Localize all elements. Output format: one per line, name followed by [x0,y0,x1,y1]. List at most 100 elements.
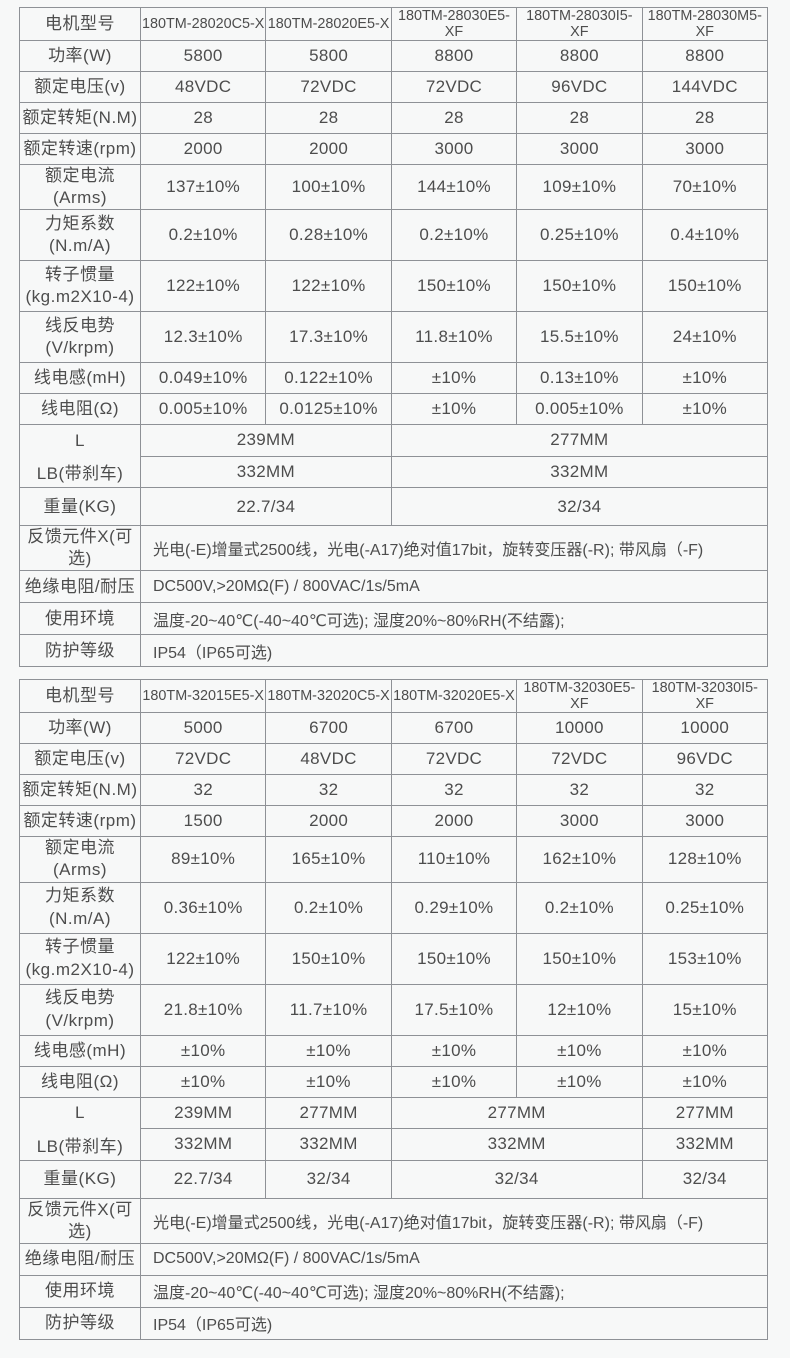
spec-value-cell: 2000 [139,133,267,165]
spec-value-cell: 0.13±10% [516,362,643,395]
spec-value-cell: 150±10% [265,932,392,985]
spec-table-180tm-280-container: 电机型号 180TM-28020C5-X 180TM-28020E5-X 180TM-… [19,7,771,668]
spec-value-cell: ±10% [390,1065,518,1098]
length-value-cell: 277MM [265,1096,392,1130]
spec-row-label: 额定电压(v) [19,743,141,776]
model-name-cell: 180TM-28030M5-XF [641,7,769,41]
spec-row: 额定电流(Arms) 137±10% 100±10% 144±10% 109±10% 70… [19,163,769,211]
spec-value-cell: 48VDC [139,71,267,103]
model-header-label: 电机型号 [19,679,141,714]
spec-value-cell: ±10% [641,1034,769,1067]
spec-value-cell: ±10% [641,1065,769,1098]
footer-value-cell: IP54（IP65可选) [140,1306,768,1340]
spec-value-cell: 144±10% [390,163,518,211]
spec-value-cell: 0.122±10% [265,362,392,395]
model-name-cell: 180TM-32020E5-X [390,679,518,714]
spec-value-cell: 8800 [390,40,518,72]
spec-row-label: 额定电流(Arms) [19,836,141,883]
footer-row-label: 使用环境 [19,1274,141,1308]
length-with-brake-value-cell: 332MM [390,1128,643,1161]
spec-row: 额定转矩(N.M) 32 32 32 32 32 [19,774,769,807]
spec-value-cell: 100±10% [265,163,392,211]
footer-row-label: 绝缘电阻/耐压 [19,1242,141,1276]
model-header-label: 电机型号 [19,7,141,41]
spec-value-cell: 153±10% [641,932,769,985]
spec-row: 转子惯量 (kg.m2X10-4) 122±10% 150±10% 150±10% 15… [19,932,769,985]
motor-spec-sheet: 电机型号 180TM-28020C5-X 180TM-28020E5-X 180TM-… [19,7,771,1340]
model-name-cell: 180TM-28020C5-X [139,7,267,41]
spec-value-cell: 28 [390,102,518,134]
footer-value-cell: IP54（IP65可选) [140,634,768,668]
length-value-cell: 277MM [641,1096,769,1130]
footer-row: 绝缘电阻/耐压 DC500V,>20MΩ(F) / 800VAC/1s/5mA [19,570,768,604]
spec-value-cell: 0.2±10% [139,209,267,262]
spec-row-label: 线电感(mH) [19,362,141,395]
spec-row: 额定电压(v) 48VDC 72VDC 72VDC 96VDC 144VDC [19,71,769,103]
spec-row-label: 额定电流(Arms) [19,163,141,211]
spec-value-cell: 0.2±10% [390,209,518,262]
spec-value-cell: 0.005±10% [139,393,267,426]
dimension-label-cell: L LB(带刹车) [19,424,141,489]
spec-row: 线电感(mH) 0.049±10% 0.122±10% ±10% 0.13±10% ±10… [19,362,769,395]
footer-value-cell: DC500V,>20MΩ(F) / 800VAC/1s/5mA [140,570,768,604]
length-with-brake-row: 332MM 332MM [20,455,769,489]
spec-value-cell: 0.0125±10% [265,393,392,426]
spec-value-cell: 2000 [390,805,518,838]
model-name-cell: 180TM-28020E5-X [265,7,392,41]
footer-row-label: 反馈元件X(可选) [19,1197,141,1244]
spec-row-label: 线反电势 (V/krpm) [19,311,141,364]
spec-value-cell: 28 [516,102,643,134]
spec-value-cell: 28 [139,102,267,134]
weight-value-cell: 22.7/34 [139,1159,267,1199]
spec-value-cell: 6700 [265,712,392,745]
length-value-cell: 277MM [390,424,769,457]
spec-value-cell: 72VDC [139,743,267,776]
spec-value-cell: 32 [390,774,518,807]
spec-row: 额定转矩(N.M) 28 28 28 28 28 [19,102,769,134]
spec-value-cell: 5800 [265,40,392,72]
spec-row-label: 功率(W) [19,40,141,72]
spec-value-cell: 0.36±10% [139,881,267,934]
spec-value-cell: 11.7±10% [265,983,392,1036]
length-row: L LB(带刹车) 239MM 277MM [19,424,769,489]
spec-value-cell: ±10% [390,362,518,395]
spec-table-180tm-320-container: 电机型号 180TM-32015E5-X 180TM-32020C5-X 180TM-… [19,679,771,1340]
spec-value-cell: 72VDC [390,743,518,776]
model-name-cell: 180TM-28030E5-XF [390,7,518,41]
spec-row: 线反电势 (V/krpm) 21.8±10% 11.7±10% 17.5±10% 12±… [19,983,769,1036]
model-name-cell: 180TM-28030I5-XF [516,7,643,41]
footer-row-label: 防护等级 [19,1306,141,1340]
spec-row: 线电阻(Ω) 0.005±10% 0.0125±10% ±10% 0.005±10% ±1… [19,393,769,426]
footer-row: 防护等级 IP54（IP65可选) [19,1306,768,1340]
model-name-cell: 180TM-32020C5-X [265,679,392,714]
spec-value-cell: ±10% [265,1034,392,1067]
weight-value-cell: 22.7/34 [140,487,392,527]
footer-value-cell: 温度-20~40℃(-40~40℃可选); 湿度20%~80%RH(不结露); [140,1274,768,1308]
spec-row: 功率(W) 5000 6700 6700 10000 10000 [19,712,769,745]
spec-row-label: 额定电压(v) [19,71,141,103]
footer-row-label: 使用环境 [19,602,141,636]
spec-row-label: 线反电势 (V/krpm) [19,983,141,1036]
length-label: L [75,430,85,450]
spec-value-cell: 2000 [265,133,392,165]
spec-row: 力矩系数 (N.m/A) 0.36±10% 0.2±10% 0.29±10% 0.2±1… [19,881,769,934]
footer-row: 反馈元件X(可选) 光电(-E)增量式2500线，光电(-A17)绝对值17bit… [19,1197,768,1244]
spec-row: 转子惯量 (kg.m2X10-4) 122±10% 122±10% 150±10% 15… [19,260,769,313]
spec-value-cell: 72VDC [516,743,643,776]
weight-value-cell: 32/34 [641,1159,769,1199]
spec-value-cell: 72VDC [390,71,518,103]
model-name-cell: 180TM-32030E5-XF [516,679,643,714]
spec-row: 力矩系数 (N.m/A) 0.2±10% 0.28±10% 0.2±10% 0.25±1… [19,209,769,262]
spec-value-cell: 128±10% [641,836,769,883]
length-with-brake-value-cell: 332MM [265,1128,392,1161]
weight-value-cell: 32/34 [265,1159,392,1199]
spec-value-cell: ±10% [265,1065,392,1098]
spec-value-cell: 1500 [139,805,267,838]
spec-row: 额定电压(v) 72VDC 48VDC 72VDC 72VDC 96VDC [19,743,769,776]
spec-value-cell: 21.8±10% [139,983,267,1036]
spec-value-cell: 109±10% [516,163,643,211]
spec-value-cell: 150±10% [516,932,643,985]
length-with-brake-label: LB(带刹车) [36,464,124,484]
length-label: L [75,1103,85,1123]
spec-value-cell: 0.2±10% [265,881,392,934]
